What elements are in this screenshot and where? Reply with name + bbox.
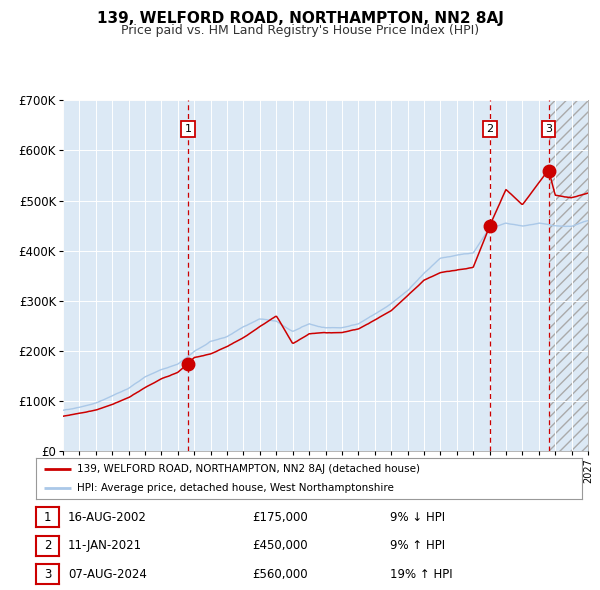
Text: 11-JAN-2021: 11-JAN-2021	[68, 539, 142, 552]
Text: 1: 1	[44, 511, 51, 524]
Text: 3: 3	[44, 568, 51, 581]
Text: 2: 2	[487, 124, 494, 134]
Text: £175,000: £175,000	[252, 511, 308, 524]
Text: 16-AUG-2002: 16-AUG-2002	[68, 511, 146, 524]
Text: 9% ↑ HPI: 9% ↑ HPI	[390, 539, 445, 552]
Text: 19% ↑ HPI: 19% ↑ HPI	[390, 568, 452, 581]
Text: £560,000: £560,000	[252, 568, 308, 581]
Text: 139, WELFORD ROAD, NORTHAMPTON, NN2 8AJ (detached house): 139, WELFORD ROAD, NORTHAMPTON, NN2 8AJ …	[77, 464, 420, 474]
Text: 2: 2	[44, 539, 51, 552]
Text: 1: 1	[185, 124, 191, 134]
Text: 139, WELFORD ROAD, NORTHAMPTON, NN2 8AJ: 139, WELFORD ROAD, NORTHAMPTON, NN2 8AJ	[97, 11, 503, 25]
Text: 9% ↓ HPI: 9% ↓ HPI	[390, 511, 445, 524]
Text: 07-AUG-2024: 07-AUG-2024	[68, 568, 146, 581]
Text: HPI: Average price, detached house, West Northamptonshire: HPI: Average price, detached house, West…	[77, 483, 394, 493]
Text: 3: 3	[545, 124, 552, 134]
Text: Price paid vs. HM Land Registry's House Price Index (HPI): Price paid vs. HM Land Registry's House …	[121, 24, 479, 37]
Text: £450,000: £450,000	[252, 539, 308, 552]
